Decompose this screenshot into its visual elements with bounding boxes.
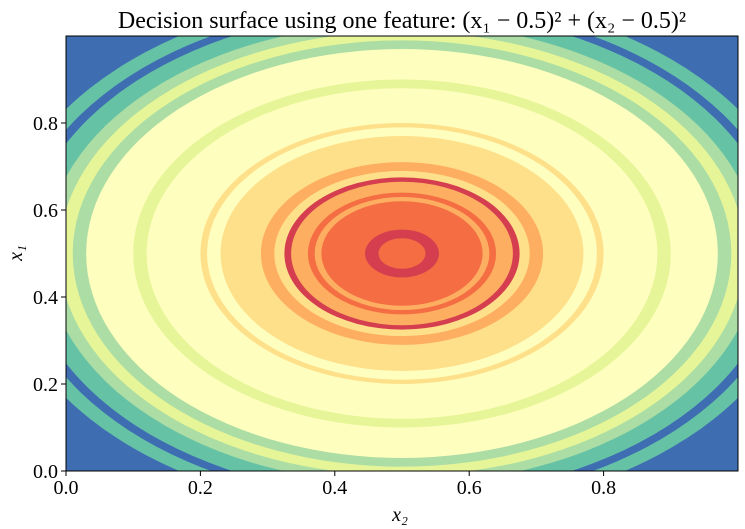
axes: 0.0 0.2 0.4 0.6 0.8 0.0 0.2 0.4 0.6 0.8 — [33, 35, 739, 499]
y-axis-label: x₁ — [5, 245, 27, 262]
y-tick-label: 0.2 — [33, 374, 58, 396]
x-tick-label: 0.6 — [457, 477, 482, 499]
y-tick-label: 0.4 — [33, 287, 58, 309]
chart-title: Decision surface using one feature: (x₁ … — [118, 8, 686, 34]
plot-frame — [65, 35, 739, 472]
y-tick-label: 0.8 — [33, 113, 58, 135]
x-tick-label: 0.4 — [322, 477, 347, 499]
x-axis-label: x₂ — [391, 504, 408, 526]
x-tick-label: 0.8 — [591, 477, 616, 499]
y-tick-label: 0.6 — [33, 200, 58, 222]
y-tick-label: 0.0 — [33, 461, 58, 483]
x-tick-label: 0.2 — [188, 477, 213, 499]
plot-area — [66, 36, 738, 471]
contour-band — [378, 238, 426, 269]
x-tick-label: 0.0 — [54, 477, 79, 499]
